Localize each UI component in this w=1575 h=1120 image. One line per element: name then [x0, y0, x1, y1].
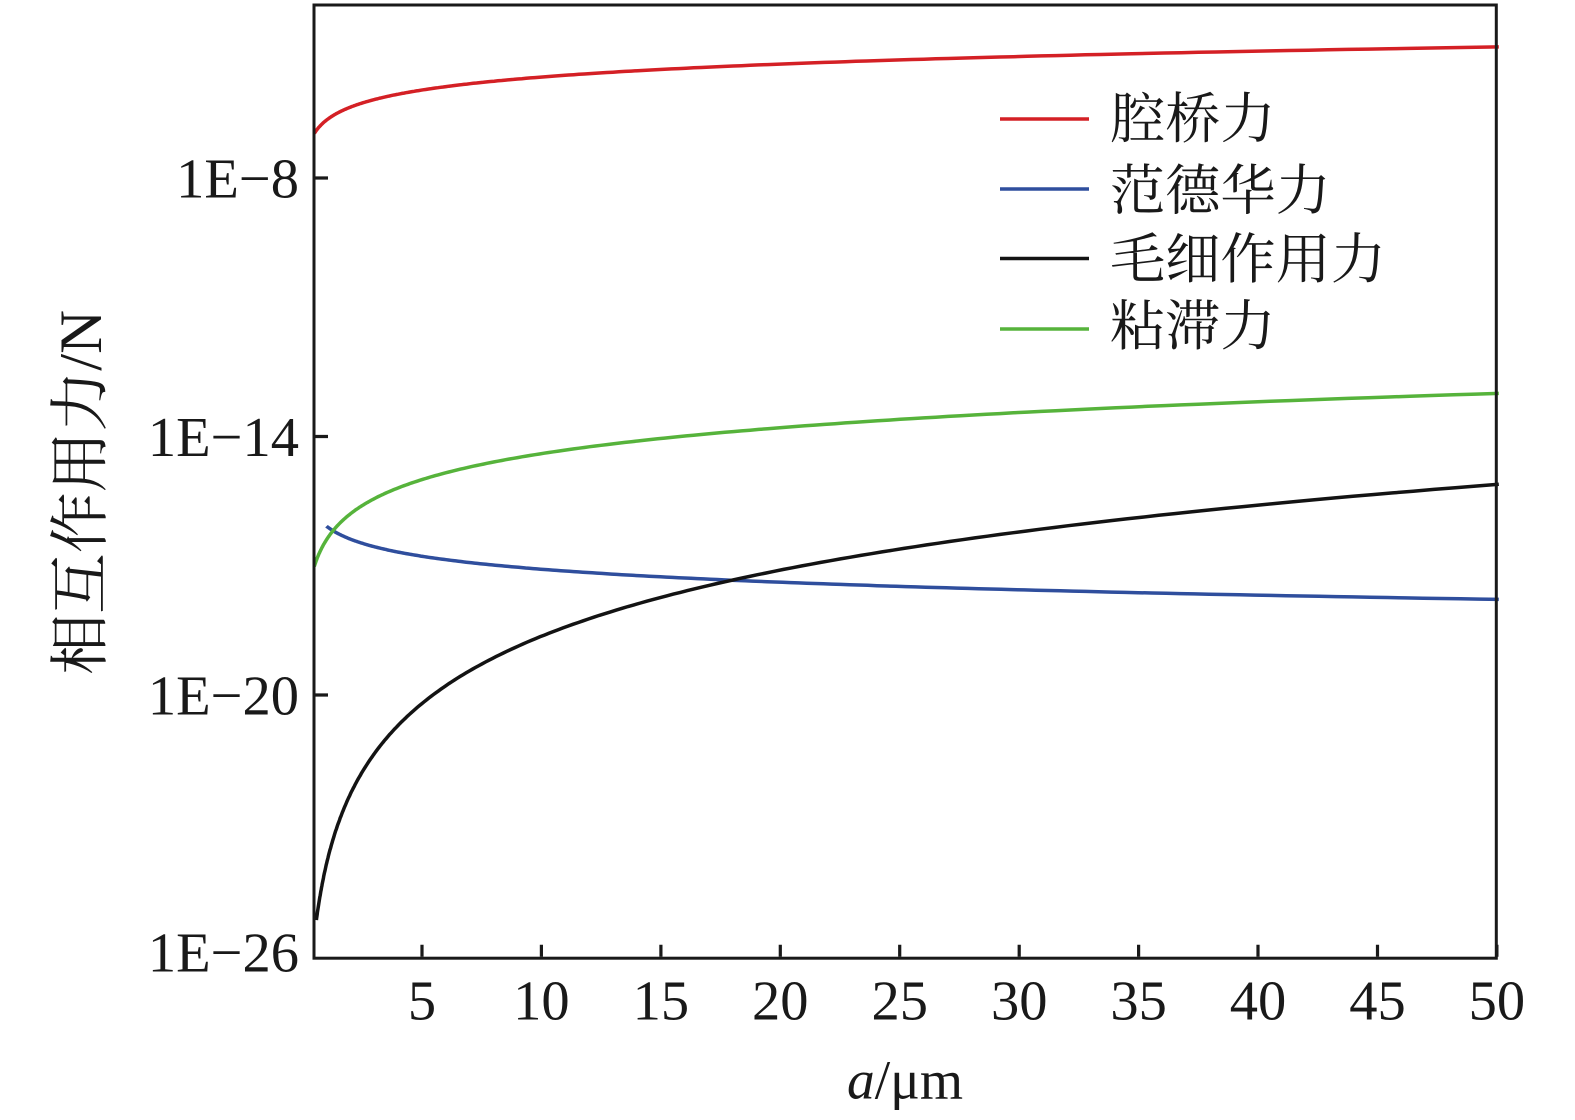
svg-text:45: 45	[1349, 970, 1406, 1032]
svg-text:50: 50	[1469, 970, 1526, 1032]
svg-text:1E−26: 1E−26	[148, 922, 299, 984]
svg-text:/N: /N	[48, 310, 115, 371]
svg-text:a/μm: a/μm	[847, 1051, 963, 1112]
svg-text:30: 30	[991, 970, 1048, 1032]
svg-text:20: 20	[752, 970, 809, 1032]
svg-text:1E−14: 1E−14	[148, 407, 299, 469]
svg-text:40: 40	[1230, 970, 1287, 1032]
svg-text:25: 25	[871, 970, 928, 1032]
svg-text:1E−8: 1E−8	[176, 148, 299, 210]
svg-text:10: 10	[513, 970, 570, 1032]
svg-text:15: 15	[633, 970, 690, 1032]
svg-text:1E−20: 1E−20	[148, 665, 299, 727]
svg-text:35: 35	[1110, 970, 1167, 1032]
svg-text:5: 5	[408, 970, 436, 1032]
